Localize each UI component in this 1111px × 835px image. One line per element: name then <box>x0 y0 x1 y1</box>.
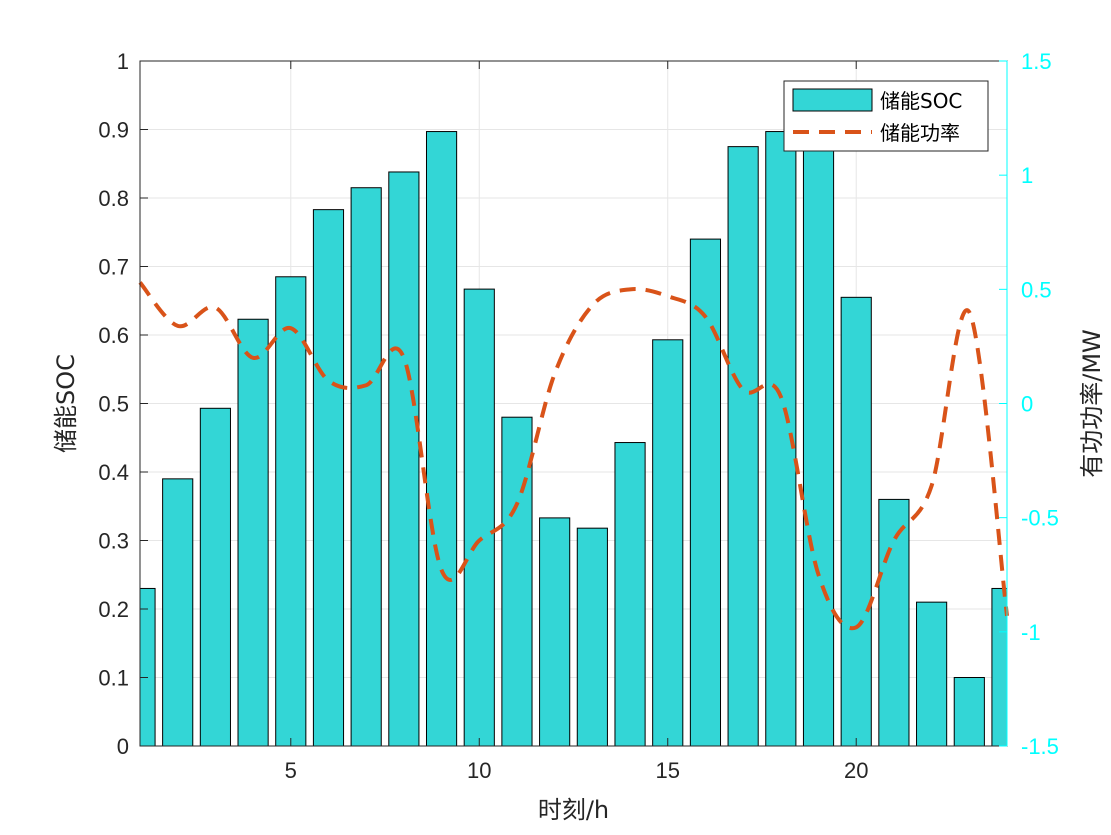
soc-bar <box>463 288 495 747</box>
soc-bar <box>539 517 571 747</box>
y-right-tick-label: -1.5 <box>1021 734 1059 759</box>
y-right-tick-label: -0.5 <box>1021 506 1059 531</box>
legend-label-power: 储能功率 <box>880 121 960 145</box>
y-left-tick-label: 0.4 <box>98 460 129 485</box>
soc-bar <box>878 498 910 747</box>
y-right-axis-ticks: -1.5 -1 -0.5 0 0.5 1 1.5 <box>999 49 1059 759</box>
soc-bar <box>199 407 231 747</box>
legend-swatch-soc <box>792 88 873 112</box>
y-right-tick-label: 1 <box>1021 163 1033 188</box>
y-left-tick-label: 0.2 <box>98 597 129 622</box>
y-right-tick-label: 0.5 <box>1021 277 1052 302</box>
x-tick-label: 5 <box>285 758 297 783</box>
y-left-tick-label: 0.3 <box>98 529 129 554</box>
x-axis-label: 时刻/h <box>538 796 609 824</box>
y-right-axis-label: 有功功率/MW <box>1078 329 1106 478</box>
soc-bar <box>916 601 948 747</box>
x-tick-label: 10 <box>467 758 491 783</box>
y-left-tick-label: 0.5 <box>98 392 129 417</box>
soc-bar <box>689 238 722 747</box>
y-right-tick-label: 0 <box>1021 392 1033 417</box>
legend-label-soc: 储能SOC <box>880 89 962 113</box>
soc-bar <box>425 131 458 747</box>
soc-bar <box>576 527 608 747</box>
soc-bar <box>840 296 872 747</box>
y-left-tick-label: 0.8 <box>98 186 129 211</box>
y-left-axis-ticks: 0 0.1 0.2 0.3 0.4 0.5 0.6 0.7 0.8 0.9 1 <box>98 49 148 759</box>
y-left-tick-label: 0.7 <box>98 255 129 280</box>
x-tick-label: 15 <box>655 758 679 783</box>
soc-bar <box>501 416 533 747</box>
legend: 储能SOC 储能功率 <box>783 80 989 152</box>
y-left-tick-label: 0.1 <box>98 666 129 691</box>
soc-bar <box>275 276 307 747</box>
soc-bar <box>162 478 194 747</box>
soc-bar <box>388 171 420 747</box>
y-left-tick-label: 0.9 <box>98 118 129 143</box>
y-left-tick-label: 0 <box>117 734 129 759</box>
soc-bar <box>312 209 345 747</box>
y-right-tick-label: 1.5 <box>1021 49 1052 74</box>
power-line <box>138 281 1009 631</box>
soc-bars <box>139 105 1008 747</box>
soc-bar <box>350 187 382 747</box>
soc-bar <box>614 442 646 747</box>
soc-bar <box>139 587 156 747</box>
x-axis-ticks: 5 10 15 20 <box>285 61 868 783</box>
y-left-axis-label: 储能SOC <box>52 354 80 453</box>
y-left-tick-label: 1 <box>117 49 129 74</box>
y-left-tick-label: 0.6 <box>98 323 129 348</box>
soc-bar <box>953 677 985 747</box>
x-tick-label: 20 <box>844 758 868 783</box>
soc-bar <box>802 105 835 747</box>
grid-lines <box>140 60 1007 747</box>
y-right-tick-label: -1 <box>1021 620 1041 645</box>
soc-bar <box>727 146 759 747</box>
soc-bar <box>237 318 269 747</box>
soc-bar <box>652 339 684 747</box>
